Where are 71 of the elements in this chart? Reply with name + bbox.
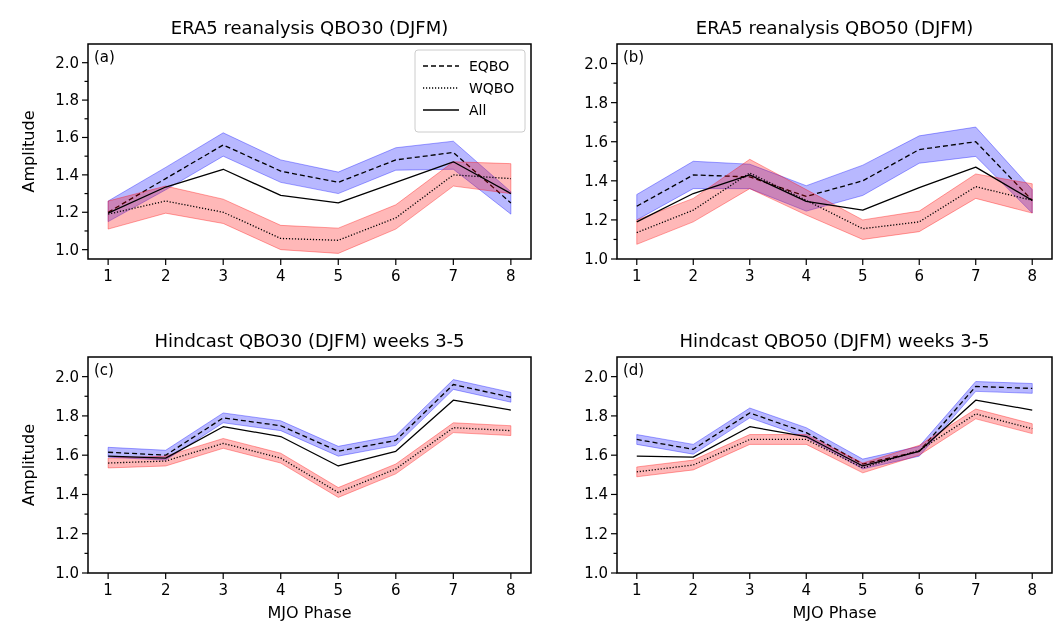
y-tick-label: 1.6 [584, 446, 608, 465]
y-tick-label: 1.4 [584, 171, 608, 190]
annotation: (a) [94, 48, 115, 66]
x-axis-title: MJO Phase [267, 603, 352, 622]
x-tick-label: 6 [391, 581, 401, 599]
y-tick-label: 1.4 [584, 485, 608, 504]
y-tick-label: 1.2 [55, 203, 79, 222]
x-tick-label: 5 [333, 267, 344, 285]
legend-label: All [469, 102, 487, 118]
x-tick-label: 2 [160, 581, 171, 599]
x-tick-label: 7 [448, 581, 459, 599]
x-tick-label: 2 [160, 267, 171, 285]
x-tick-label: 3 [218, 267, 228, 285]
x-tick-label: 3 [744, 581, 755, 599]
x-tick-label: 7 [970, 581, 981, 599]
chart-title: Hindcast QBO30 (DJFM) weeks 3-5 [154, 330, 465, 351]
x-tick-label: 5 [333, 581, 344, 599]
y-axis-title: Amplitude [19, 110, 38, 193]
y-tick-label: 1.2 [55, 524, 79, 543]
y-tick-label: 1.0 [584, 250, 608, 268]
y-tick-label: 2.0 [55, 53, 79, 72]
x-tick-label: 6 [391, 267, 401, 285]
x-tick-label: 1 [632, 581, 642, 599]
x-axis-title: MJO Phase [792, 603, 877, 622]
legend-label: EQBO [469, 58, 510, 74]
y-tick-label: 1.0 [55, 240, 79, 259]
x-tick-label: 7 [448, 267, 459, 285]
annotation: (b) [623, 48, 645, 66]
y-tick-label: 1.0 [55, 564, 79, 582]
y-tick-label: 1.6 [584, 132, 608, 151]
y-tick-label: 2.0 [584, 367, 608, 386]
x-tick-label: 7 [970, 267, 981, 285]
y-tick-label: 1.8 [584, 406, 608, 425]
chart-title: ERA5 reanalysis QBO50 (DJFM) [695, 17, 974, 38]
y-tick-label: 2.0 [584, 54, 608, 73]
y-tick-label: 1.8 [55, 91, 79, 110]
x-tick-label: 8 [506, 267, 516, 285]
x-tick-label: 3 [218, 581, 228, 599]
x-tick-label: 2 [688, 267, 699, 285]
y-tick-label: 1.2 [584, 210, 608, 229]
y-tick-label: 1.4 [55, 485, 79, 504]
x-tick-label: 5 [857, 581, 868, 599]
y-tick-label: 1.4 [55, 165, 79, 184]
annotation: (d) [623, 361, 645, 379]
y-tick-label: 1.0 [584, 564, 608, 582]
chart-title: Hindcast QBO50 (DJFM) weeks 3-5 [679, 330, 990, 351]
y-tick-label: 1.6 [55, 128, 79, 147]
x-tick-label: 1 [103, 267, 113, 285]
y-tick-label: 2.0 [55, 367, 79, 386]
chart-title: ERA5 reanalysis QBO30 (DJFM) [170, 17, 449, 38]
y-tick-label: 1.2 [584, 524, 608, 543]
x-tick-label: 4 [275, 581, 286, 599]
x-tick-label: 8 [506, 581, 516, 599]
x-tick-label: 4 [801, 581, 812, 599]
y-tick-label: 1.8 [584, 93, 608, 112]
x-tick-label: 4 [801, 267, 812, 285]
annotation: (c) [94, 361, 114, 379]
y-tick-label: 1.6 [55, 446, 79, 465]
y-tick-label: 1.8 [55, 406, 79, 425]
x-tick-label: 3 [744, 267, 755, 285]
x-tick-label: 1 [632, 267, 642, 285]
x-tick-label: 4 [275, 267, 286, 285]
legend-label: WQBO [469, 80, 515, 96]
x-tick-label: 8 [1027, 581, 1037, 599]
x-tick-label: 1 [103, 581, 113, 599]
y-axis-title: Amplitude [19, 424, 38, 506]
x-tick-label: 2 [688, 581, 699, 599]
x-tick-label: 6 [914, 267, 925, 285]
x-tick-label: 5 [857, 267, 868, 285]
x-tick-label: 6 [914, 581, 925, 599]
x-tick-label: 8 [1027, 267, 1037, 285]
